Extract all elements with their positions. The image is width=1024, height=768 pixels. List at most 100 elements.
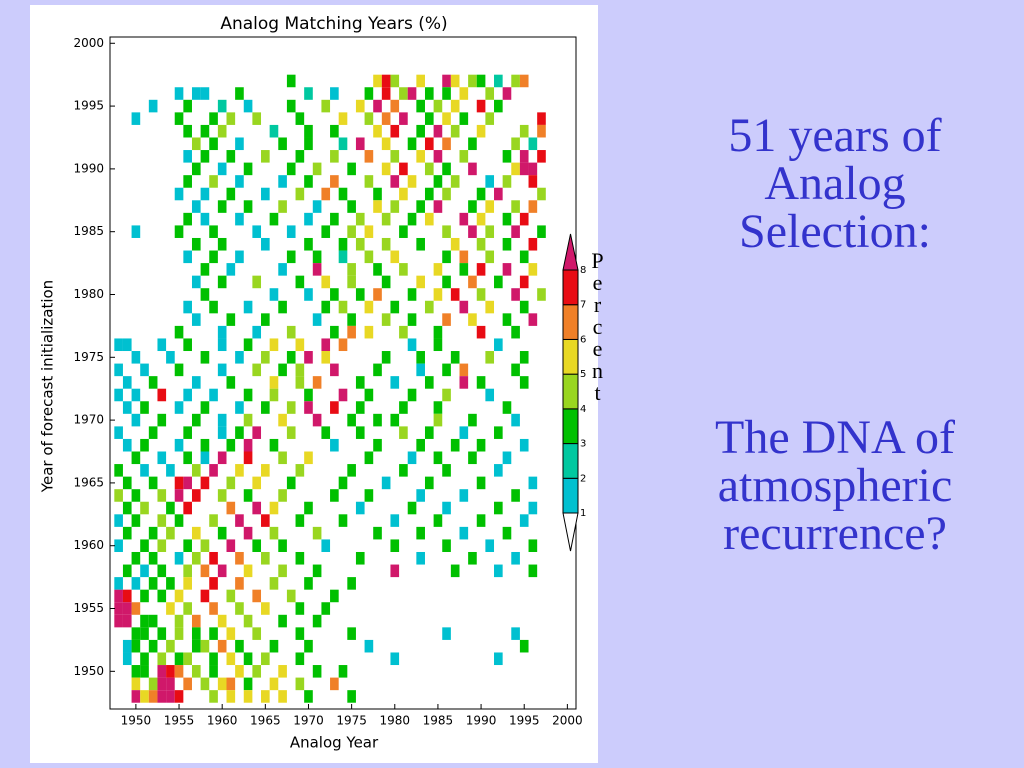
heat-cell — [209, 464, 218, 477]
heat-cell — [459, 489, 469, 502]
heat-cell — [502, 313, 512, 326]
heat-cell — [528, 200, 538, 213]
heat-cell — [399, 325, 408, 339]
heat-cell — [235, 212, 244, 226]
heat-cell — [209, 627, 218, 640]
heat-cell — [114, 464, 123, 477]
heat-cell — [131, 225, 141, 238]
heat-cell — [200, 589, 210, 603]
heat-cell — [381, 137, 391, 151]
colorbar-box — [562, 304, 579, 340]
heat-cell — [183, 124, 192, 138]
heat-cell — [200, 639, 210, 653]
heat-cell — [468, 74, 477, 88]
heat-cell — [416, 124, 425, 138]
heat-cell — [252, 589, 262, 603]
heat-cell — [312, 614, 322, 628]
heat-cell — [295, 338, 305, 352]
heat-cell — [183, 476, 192, 490]
colorbar-label: Percent — [585, 248, 610, 402]
heat-cell — [166, 526, 175, 540]
colorbar-box — [562, 338, 579, 375]
heading-line: The DNA of — [715, 411, 955, 464]
heat-cell — [433, 150, 443, 163]
heat-cell — [399, 426, 408, 439]
heat-cell — [381, 162, 391, 176]
heat-cell — [459, 526, 469, 540]
heat-cell — [183, 175, 192, 188]
heat-cell — [330, 175, 339, 188]
heat-cell — [157, 652, 167, 666]
x-tick-label: 1970 — [293, 714, 324, 728]
heat-cell — [243, 200, 253, 213]
heat-cell — [528, 539, 538, 552]
heat-cell — [226, 187, 236, 201]
heat-cell — [226, 501, 236, 515]
heat-cell — [485, 250, 495, 264]
heat-cell — [295, 150, 305, 163]
heat-cell — [226, 539, 236, 552]
heat-cell — [442, 162, 451, 176]
y-tick-label: 1960 — [73, 538, 104, 552]
heat-cell — [381, 212, 391, 226]
y-tick-label: 1990 — [73, 161, 104, 175]
heat-cell — [442, 225, 451, 238]
colorbar-tick-label: 3 — [580, 439, 586, 450]
heat-cell — [312, 564, 322, 578]
heat-cell — [519, 250, 529, 264]
heat-cell — [252, 363, 262, 377]
heat-cell — [468, 451, 477, 465]
heat-cell — [442, 388, 451, 402]
chart: Analog Matching Years (%) Analog Year Ye… — [39, 14, 587, 752]
heat-cell — [476, 514, 486, 527]
heat-cell — [174, 112, 184, 125]
heat-cell — [114, 363, 123, 377]
heat-cell — [191, 200, 201, 213]
heat-cell — [399, 162, 408, 176]
heat-cell — [140, 589, 149, 603]
heat-cell — [148, 677, 158, 691]
heat-cell — [338, 112, 348, 125]
heat-cell — [243, 388, 253, 402]
heat-cell — [528, 175, 538, 188]
subheading: The DNA of atmospheric recurrence? — [660, 414, 1010, 558]
heat-cell — [304, 577, 313, 590]
heat-cell — [424, 376, 434, 389]
heat-cell — [114, 514, 123, 527]
heat-cell — [381, 74, 391, 88]
heat-cell — [174, 514, 184, 527]
x-tick-label: 1955 — [164, 714, 195, 728]
heat-cell — [390, 514, 400, 527]
heat-cell — [174, 627, 184, 640]
heat-cell — [424, 212, 434, 226]
heat-cell — [468, 551, 477, 565]
heat-cell — [217, 99, 227, 113]
heat-cell — [235, 514, 244, 527]
heat-cell — [217, 237, 227, 251]
heat-cell — [390, 150, 400, 163]
heat-cell — [373, 288, 382, 301]
heat-cell — [502, 150, 512, 163]
heat-cell — [364, 225, 374, 238]
heat-cell — [209, 652, 218, 666]
heat-cell — [433, 451, 443, 465]
heat-cell — [243, 413, 253, 427]
heat-cell — [494, 275, 503, 289]
heat-cell — [252, 325, 262, 339]
heat-cell — [235, 175, 244, 188]
heat-cell — [148, 614, 158, 628]
heat-cell — [122, 376, 132, 389]
heat-cell — [373, 124, 382, 138]
heat-cell — [191, 614, 201, 628]
heat-cell — [304, 401, 313, 414]
heat-cell — [209, 388, 218, 402]
heat-cell — [261, 690, 270, 703]
heat-cell — [217, 489, 227, 502]
heat-cell — [217, 426, 227, 439]
heat-cell — [330, 288, 339, 301]
heat-cell — [217, 363, 227, 377]
heat-cell — [468, 275, 477, 289]
heat-cell — [468, 413, 477, 427]
heat-cell — [217, 124, 227, 138]
